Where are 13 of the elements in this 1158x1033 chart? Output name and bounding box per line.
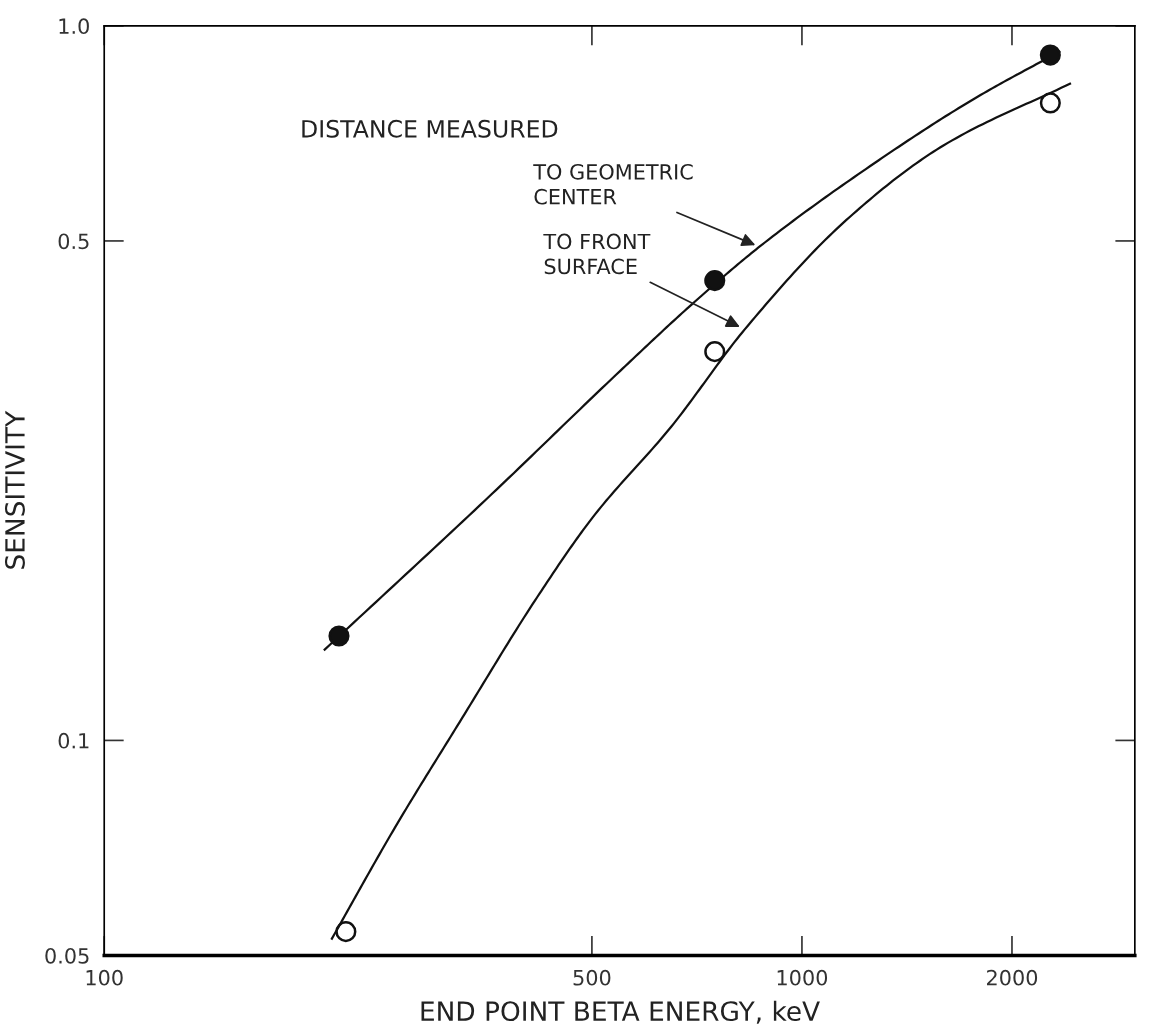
y-tick-label: 0.5: [58, 233, 89, 250]
y-tick-label: 0.1: [58, 732, 89, 749]
x-axis-title: END POINT BETA ENERGY, keV: [421, 1000, 820, 1024]
annotation: DISTANCE MEASURED: [302, 119, 558, 138]
y-tick-label: 1.0: [59, 18, 89, 35]
x-tick-label: 2000: [986, 969, 1038, 986]
y-tick-label: 0.05: [45, 947, 89, 964]
x-tick-label: 1000: [777, 969, 828, 986]
y-axis-title: SENSITIVITY: [4, 410, 25, 569]
x-tick-label: 100: [86, 969, 123, 986]
annotation: TO GEOMETRIC CENTER: [533, 163, 693, 205]
x-tick-label: 500: [573, 969, 611, 986]
annotation: TO FRONT SURFACE: [543, 233, 651, 275]
